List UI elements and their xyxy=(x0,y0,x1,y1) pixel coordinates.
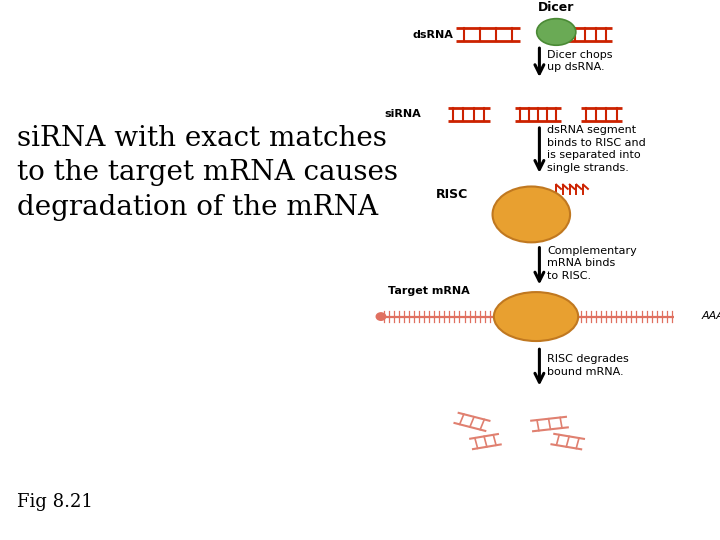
Text: dsRNA segment
binds to RISC and
is separated into
single strands.: dsRNA segment binds to RISC and is separ… xyxy=(547,125,647,173)
Ellipse shape xyxy=(492,186,570,242)
Text: AAA: AAA xyxy=(702,310,720,321)
Text: RISC degrades
bound mRNA.: RISC degrades bound mRNA. xyxy=(547,354,629,377)
Ellipse shape xyxy=(536,19,576,45)
Text: siRNA: siRNA xyxy=(384,110,421,119)
Text: RISC: RISC xyxy=(436,188,469,201)
Text: Dicer: Dicer xyxy=(538,2,575,15)
Text: Fig 8.21: Fig 8.21 xyxy=(17,492,93,511)
Text: Complementary
mRNA binds
to RISC.: Complementary mRNA binds to RISC. xyxy=(547,246,637,281)
Text: Dicer chops
up dsRNA.: Dicer chops up dsRNA. xyxy=(547,50,613,72)
Text: siRNA with exact matches
to the target mRNA causes
degradation of the mRNA: siRNA with exact matches to the target m… xyxy=(17,125,398,221)
Circle shape xyxy=(377,313,386,320)
Text: Target mRNA: Target mRNA xyxy=(387,286,469,296)
Ellipse shape xyxy=(494,292,578,341)
Text: dsRNA: dsRNA xyxy=(413,30,453,39)
